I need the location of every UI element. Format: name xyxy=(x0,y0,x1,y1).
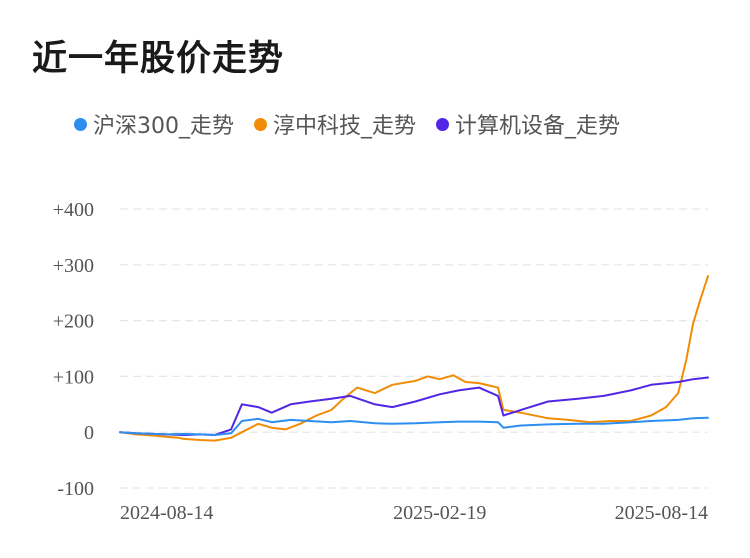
legend-label-chunzhong: 淳中科技_走势 xyxy=(273,114,417,139)
x-tick-label: 2024-08-14 xyxy=(120,502,213,524)
y-tick-label: +200 xyxy=(53,311,94,333)
legend-marker-hs300 xyxy=(74,117,87,131)
x-tick-label: 2025-02-19 xyxy=(393,502,486,524)
y-tick-label: +400 xyxy=(53,199,94,221)
y-axis-ticks: +400 +300 +200 +100 0 -100 xyxy=(53,199,94,500)
y-tick-label: 0 xyxy=(84,422,94,444)
series-line-0 xyxy=(119,416,709,436)
y-tick-label: +100 xyxy=(53,366,94,388)
legend-label-hs300: 沪深300_走势 xyxy=(93,114,234,139)
legend-marker-computer-equipment xyxy=(436,117,450,131)
legend-item-chunzhong[interactable]: 淳中科技_走势 xyxy=(254,108,416,140)
series-line-1 xyxy=(119,275,709,442)
series-lines xyxy=(119,275,709,442)
chart-title: 近一年股价走势 xyxy=(32,39,285,79)
x-axis-ticks: 2024-08-14 2025-02-19 2025-08-14 xyxy=(120,502,708,524)
series-line-2 xyxy=(119,376,709,436)
chart-legend: 沪深300_走势 淳中科技_走势 计算机设备_走势 xyxy=(74,108,620,140)
legend-item-computer-equipment[interactable]: 计算机设备_走势 xyxy=(436,108,620,140)
legend-item-hs300[interactable]: 沪深300_走势 xyxy=(74,108,234,140)
x-tick-label: 2025-08-14 xyxy=(615,502,708,524)
legend-marker-chunzhong xyxy=(254,117,267,131)
legend-label-computer-equipment: 计算机设备_走势 xyxy=(455,114,621,139)
y-tick-label: -100 xyxy=(57,478,94,500)
grid-lines xyxy=(120,208,708,489)
y-tick-label: +300 xyxy=(53,255,94,277)
